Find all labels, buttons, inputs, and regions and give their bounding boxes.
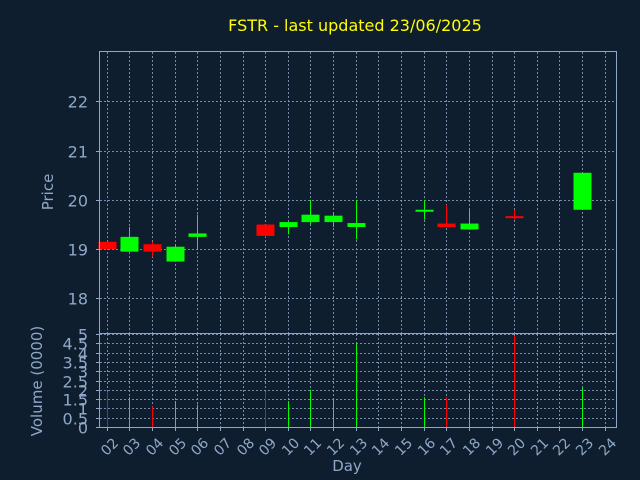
- candle-body: [301, 214, 320, 223]
- volume-frame: [99, 333, 617, 428]
- volume-y-tick-label: 4: [78, 345, 88, 364]
- candle-body: [347, 223, 366, 228]
- volume-y-tick-label: 1.5: [63, 391, 88, 410]
- candle-body: [120, 236, 139, 252]
- candle-body: [460, 223, 479, 230]
- price-y-tick-label: 19: [68, 241, 88, 260]
- volume-y-tick-label: 0.5: [63, 410, 88, 429]
- chart-title: FSTR - last updated 23/06/2025: [228, 16, 482, 35]
- price-candles: [98, 172, 592, 262]
- candle-body: [98, 241, 117, 250]
- volume-y-tick-label: 0: [78, 419, 88, 438]
- volume-y-tick-label: 2.5: [63, 373, 88, 392]
- x-axis-label: Day: [332, 457, 362, 475]
- volume-y-tick-label: 3: [78, 363, 88, 382]
- candle-body: [573, 172, 592, 210]
- price-y-tick-label: 20: [68, 192, 88, 211]
- volume-y-tick-label: 1: [78, 400, 88, 419]
- candle-body: [505, 216, 524, 219]
- volume-axis-label: Volume (0000): [28, 326, 46, 436]
- candle-body: [279, 222, 298, 228]
- volume-y-tick-label: 4.5: [63, 335, 88, 354]
- volume-bars: [107, 335, 583, 427]
- volume-panel: 00.511.522.533.544.55 Volume (0000): [28, 326, 617, 438]
- volume-y-tick-label: 2: [78, 382, 88, 401]
- volume-y-ticks: 00.511.522.533.544.55: [63, 326, 100, 438]
- candle-body: [143, 244, 162, 252]
- candle-body: [324, 215, 343, 223]
- price-y-tick-label: 21: [68, 143, 88, 162]
- price-y-tick-label: 18: [68, 290, 88, 309]
- price-y-tick-label: 22: [68, 93, 88, 112]
- candle-body: [437, 223, 456, 228]
- volume-y-tick-label: 5: [78, 326, 88, 345]
- volume-y-tick-label: 3.5: [63, 354, 88, 373]
- candle-body: [166, 246, 185, 262]
- price-y-ticks: 18 19 20 21 22: [68, 93, 100, 309]
- price-axis-label: Price: [39, 174, 57, 211]
- candle-body: [256, 224, 275, 236]
- price-panel: 18 19 20 21 22 Price: [39, 51, 617, 334]
- candle-body: [415, 209, 434, 212]
- candle-body: [188, 233, 207, 237]
